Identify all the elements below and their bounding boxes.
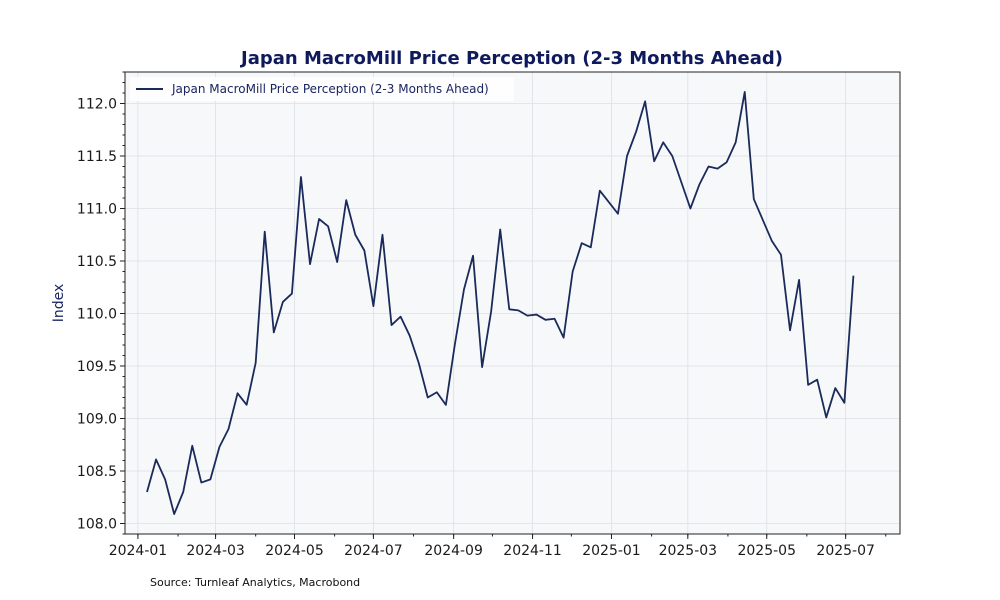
legend-label: Japan MacroMill Price Perception (2-3 Mo… <box>171 82 489 96</box>
series-line-0 <box>146 91 855 515</box>
chart-title: Japan MacroMill Price Perception (2-3 Mo… <box>239 48 783 69</box>
x-tick-label: 2024-09 <box>424 543 483 559</box>
y-tick-label: 110.5 <box>77 254 117 270</box>
y-tick-label: 111.5 <box>77 149 117 165</box>
y-tick-label: 108.0 <box>77 517 117 533</box>
x-tick-label: 2024-01 <box>109 543 168 559</box>
y-tick-label: 110.0 <box>77 307 117 323</box>
x-tick-label: 2025-01 <box>582 543 641 559</box>
y-tick-label: 109.0 <box>77 412 117 428</box>
source-note: Source: Turnleaf Analytics, Macrobond <box>150 576 360 589</box>
y-axis-label: Index <box>51 284 67 323</box>
x-tick-label: 2024-03 <box>186 543 245 559</box>
y-tick-label: 109.5 <box>77 359 117 375</box>
legend: Japan MacroMill Price Perception (2-3 Mo… <box>130 77 514 101</box>
legend-box <box>130 77 514 101</box>
series-layer <box>146 91 855 515</box>
x-tick-label: 2024-05 <box>265 543 324 559</box>
x-tick-label: 2025-07 <box>816 543 875 559</box>
y-tick-label: 112.0 <box>77 97 117 113</box>
y-tick-label: 108.5 <box>77 464 117 480</box>
plot-area <box>125 72 900 534</box>
x-tick-label: 2024-11 <box>503 543 562 559</box>
y-tick-label: 111.0 <box>77 202 117 218</box>
x-axis: 2024-01 2024-03 2024-05 2024-07 2024-09 2024-… <box>109 534 887 559</box>
x-tick-label: 2025-05 <box>737 543 796 559</box>
y-axis: 108.0 108.5 109.0 109.5 110.0 110.5 111.0 111.5… <box>77 71 125 535</box>
x-tick-label: 2024-07 <box>344 543 403 559</box>
x-tick-label: 2025-03 <box>659 543 718 559</box>
